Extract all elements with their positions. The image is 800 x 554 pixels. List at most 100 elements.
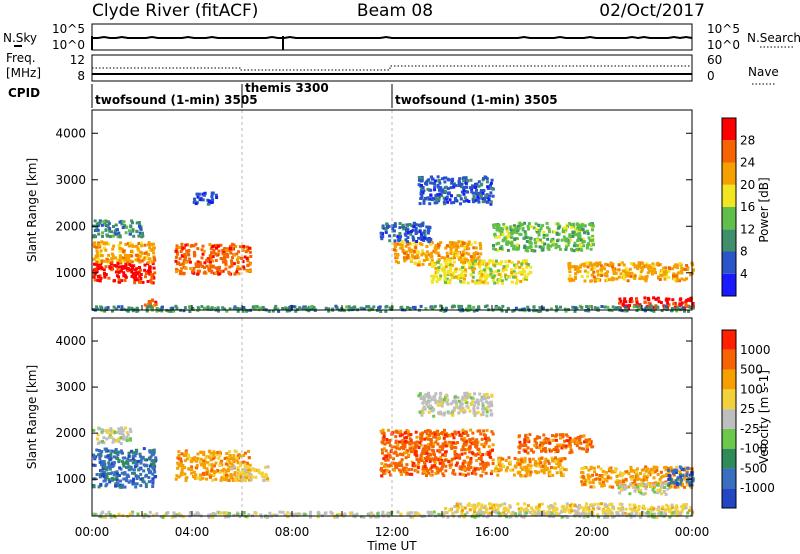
range-gate-cell xyxy=(457,430,461,434)
range-gate-cell xyxy=(456,245,460,249)
range-gate-cell xyxy=(440,447,444,451)
range-gate-cell xyxy=(250,468,254,472)
range-gate-cell xyxy=(461,462,465,466)
range-gate-cell xyxy=(560,473,564,477)
range-gate-cell xyxy=(243,255,247,259)
range-gate-cell xyxy=(345,305,349,309)
range-gate-cell xyxy=(107,253,111,257)
range-gate-cell xyxy=(146,269,150,273)
range-gate-cell xyxy=(147,260,151,264)
range-gate-cell xyxy=(548,470,552,474)
range-gate-cell xyxy=(101,234,104,238)
range-gate-cell xyxy=(194,202,198,206)
range-gate-cell xyxy=(421,252,425,256)
range-gate-cell xyxy=(484,194,488,198)
range-gate-cell xyxy=(425,258,429,261)
range-gate-cell xyxy=(477,272,481,275)
range-gate-cell xyxy=(527,307,531,311)
range-gate-cell xyxy=(407,433,411,437)
colorbar-tick-label: 20 xyxy=(740,178,755,192)
range-gate-cell xyxy=(664,468,668,472)
range-gate-cell xyxy=(628,271,632,275)
range-gate-cell xyxy=(398,447,402,451)
range-gate-cell xyxy=(505,275,509,279)
range-gate-cell xyxy=(430,465,434,469)
range-gate-cell xyxy=(202,453,206,457)
range-gate-cell xyxy=(636,307,640,311)
range-gate-cell xyxy=(399,446,403,450)
range-gate-cell xyxy=(154,303,158,307)
range-gate-cell xyxy=(97,275,101,278)
range-gate-cell xyxy=(116,457,120,460)
range-gate-cell xyxy=(536,508,540,512)
range-gate-cell xyxy=(577,507,581,511)
range-gate-cell xyxy=(425,402,429,406)
range-gate-cell xyxy=(493,506,496,510)
range-gate-cell xyxy=(102,259,106,263)
range-gate-cell xyxy=(210,201,214,204)
range-gate-cell xyxy=(582,482,586,486)
range-gate-cell xyxy=(458,467,462,471)
range-gate-cell xyxy=(429,404,432,408)
range-gate-cell xyxy=(662,474,666,478)
range-gate-cell xyxy=(200,256,204,260)
range-gate-cell xyxy=(424,307,428,311)
range-gate-cell xyxy=(414,227,418,230)
nave-label: Nave xyxy=(748,65,779,79)
range-gate-cell xyxy=(548,468,552,472)
range-gate-cell xyxy=(549,244,553,248)
range-gate-cell xyxy=(98,457,102,461)
date-title: 02/Oct/2017 xyxy=(599,1,705,21)
range-gate-cell xyxy=(636,267,640,271)
range-gate-cell xyxy=(263,307,267,311)
range-gate-cell xyxy=(568,261,572,265)
range-gate-cell xyxy=(100,259,104,263)
range-gate-cell xyxy=(673,278,677,281)
range-gate-cell xyxy=(138,280,142,284)
range-gate-cell xyxy=(528,460,532,464)
range-gate-cell xyxy=(105,259,109,263)
range-gate-cell xyxy=(203,266,206,269)
range-gate-cell xyxy=(641,478,645,482)
range-gate-cell xyxy=(512,224,516,228)
range-gate-cell xyxy=(131,309,135,313)
range-gate-cell xyxy=(443,450,447,454)
y-tick-label: 1000 xyxy=(55,266,86,280)
range-gate-cell xyxy=(657,509,661,512)
range-gate-cell xyxy=(449,463,453,467)
range-gate-cell xyxy=(524,444,528,447)
range-gate-cell xyxy=(522,277,526,281)
range-gate-cell xyxy=(643,277,647,281)
range-gate-cell xyxy=(686,266,690,270)
range-gate-cell xyxy=(504,459,508,462)
range-gate-cell xyxy=(392,248,396,252)
range-gate-cell xyxy=(94,262,98,266)
range-gate-cell xyxy=(177,261,181,265)
range-gate-cell xyxy=(97,485,101,489)
range-gate-cell xyxy=(201,198,205,202)
range-gate-cell xyxy=(644,491,648,495)
range-gate-cell xyxy=(400,433,404,437)
range-gate-cell xyxy=(394,439,398,443)
range-gate-cell xyxy=(578,269,582,273)
range-gate-cell xyxy=(92,428,96,432)
range-gate-cell xyxy=(680,307,684,311)
range-gate-cell xyxy=(135,309,139,313)
range-gate-cell xyxy=(424,401,428,405)
range-gate-cell xyxy=(500,503,504,507)
range-gate-cell xyxy=(444,433,447,437)
range-gate-cell xyxy=(568,451,572,455)
range-gate-cell xyxy=(611,470,615,474)
range-gate-cell xyxy=(435,275,439,279)
range-gate-cell xyxy=(111,440,115,444)
range-gate-cell xyxy=(236,306,240,310)
range-gate-cell xyxy=(464,176,468,180)
range-gate-cell xyxy=(664,492,668,496)
range-gate-cell xyxy=(115,478,119,482)
range-gate-cell xyxy=(177,475,181,479)
freq-tick-top: 12 xyxy=(70,53,85,67)
range-gate-cell xyxy=(233,471,237,475)
range-gate-cell xyxy=(110,260,114,264)
range-gate-cell xyxy=(118,246,122,250)
range-gate-cell xyxy=(126,457,130,461)
